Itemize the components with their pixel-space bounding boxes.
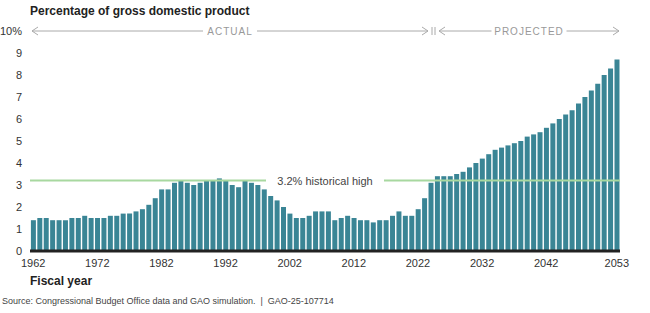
svg-text:2042: 2042	[534, 257, 558, 269]
svg-text:2002: 2002	[277, 257, 301, 269]
svg-text:2012: 2012	[342, 257, 366, 269]
svg-text:8: 8	[16, 69, 22, 81]
svg-text:ACTUAL: ACTUAL	[207, 26, 252, 37]
svg-text:6: 6	[16, 113, 22, 125]
svg-text:2053: 2053	[605, 257, 629, 269]
svg-text:4: 4	[16, 157, 22, 169]
svg-text:2: 2	[16, 201, 22, 213]
svg-text:3: 3	[16, 179, 22, 191]
html-text:Fiscal year: Fiscal year	[30, 274, 92, 288]
svg-text:2032: 2032	[470, 257, 494, 269]
svg-text:0: 0	[16, 245, 22, 257]
svg-text:7: 7	[16, 91, 22, 103]
svg-text:5: 5	[16, 135, 22, 147]
svg-text:1: 1	[16, 223, 22, 235]
html-text:Source: Congressional Budget O: Source: Congressional Budget Office data…	[2, 296, 334, 306]
svg-text:9: 9	[16, 47, 22, 59]
html-text:Percentage of gross domestic p: Percentage of gross domestic product	[30, 4, 250, 18]
svg-text:PROJECTED: PROJECTED	[494, 26, 564, 37]
svg-text:2022: 2022	[406, 257, 430, 269]
svg-text:10%: 10%	[8, 25, 22, 37]
svg-text:1992: 1992	[213, 257, 237, 269]
svg-text:1962: 1962	[21, 257, 45, 269]
svg-text:1972: 1972	[85, 257, 109, 269]
svg-text:1982: 1982	[149, 257, 173, 269]
svg-text:3.2% historical high: 3.2% historical high	[277, 175, 372, 187]
